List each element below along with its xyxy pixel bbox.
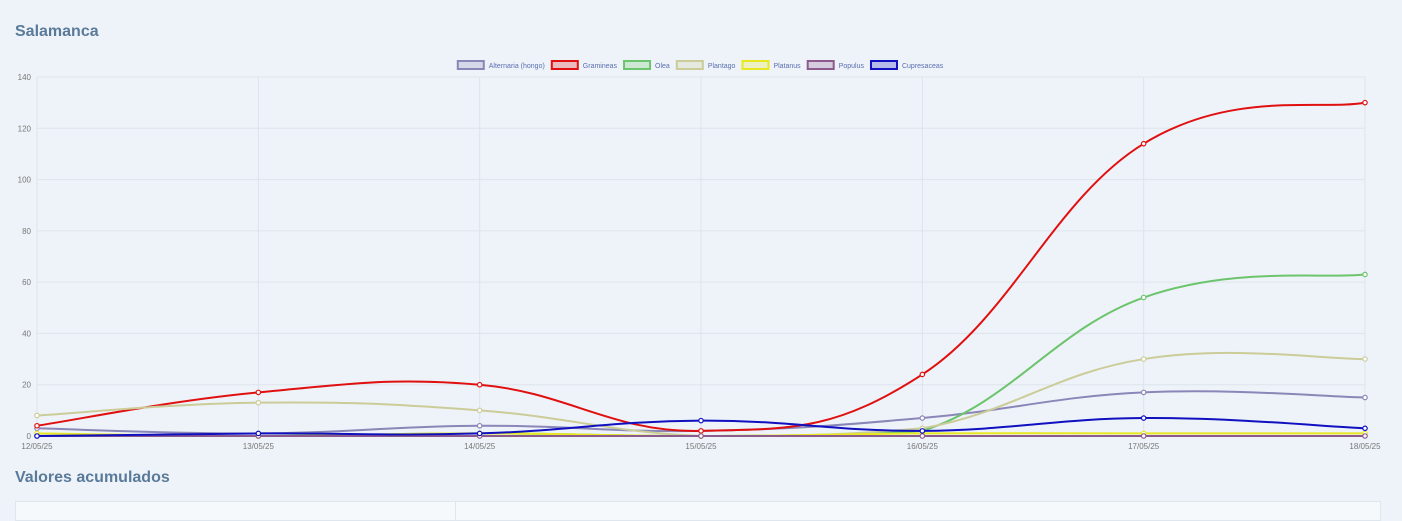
data-point-gramineas [476, 381, 483, 388]
legend-swatch-gramineas [550, 60, 579, 70]
data-point-gramineas [1140, 140, 1147, 147]
x-tick-label: 12/05/25 [21, 442, 53, 451]
legend-label-olea: Olea [655, 63, 670, 70]
data-point-populus [1362, 433, 1368, 439]
data-point-plantago [34, 412, 40, 419]
pollen-line-chart: Alternaria (hongo) Gramineas Olea Plantago P… [18, 60, 1381, 451]
table-divider [455, 502, 456, 520]
legend-swatch-plantago [675, 60, 704, 70]
data-point-cupresaceas [1140, 415, 1147, 421]
x-tick-label: 17/05/25 [1128, 442, 1160, 451]
data-point-alternaria-hongo [1140, 389, 1147, 396]
legend-label-cupresaceas: Cupresaceas [902, 63, 944, 70]
data-point-cupresaceas [34, 433, 40, 439]
chart-series [34, 99, 1368, 439]
data-point-olea [1140, 294, 1147, 301]
data-point-cupresaceas [1362, 425, 1368, 432]
legend-label-alternaria-hongo: Alternaria (hongo) [489, 63, 545, 70]
legend-swatch-alternaria-hongo [456, 60, 485, 70]
y-tick-label: 80 [22, 227, 31, 236]
y-tick-label: 120 [18, 124, 32, 133]
x-axis-ticks: 12/05/25 13/05/25 14/05/25 15/05/25 16/05/25… [21, 442, 1381, 451]
data-point-olea [1362, 271, 1368, 278]
data-point-populus [919, 433, 926, 439]
legend-label-plantago: Plantago [708, 63, 736, 70]
y-axis-ticks: 0 20 40 60 80 100 120 140 [18, 73, 32, 441]
data-point-alternaria-hongo [919, 415, 926, 421]
x-tick-label: 13/05/25 [243, 442, 275, 451]
data-point-populus [1140, 433, 1147, 439]
data-point-gramineas [698, 428, 704, 434]
y-tick-label: 60 [22, 278, 31, 287]
data-point-gramineas [255, 389, 262, 396]
page-title: Salamanca [15, 23, 99, 40]
y-tick-label: 140 [18, 73, 32, 82]
data-point-populus [698, 433, 704, 439]
data-point-gramineas [34, 422, 40, 429]
x-tick-label: 18/05/25 [1349, 442, 1381, 451]
legend-label-populus: Populus [839, 63, 865, 70]
legend-label-gramineas: Gramineas [583, 63, 618, 70]
legend-swatch-olea [623, 60, 652, 70]
x-tick-label: 15/05/25 [685, 442, 717, 451]
legend-swatch-cupresaceas [869, 60, 898, 70]
data-point-plantago [1362, 356, 1368, 362]
legend-swatch-platanus [741, 60, 770, 70]
section-title-accumulated: Valores acumulados [15, 469, 170, 486]
chart-legend: Alternaria (hongo) Gramineas Olea Plantago P… [456, 60, 944, 70]
y-tick-label: 20 [22, 381, 31, 390]
data-point-cupresaceas [698, 417, 704, 424]
data-point-gramineas [919, 371, 926, 378]
data-point-alternaria-hongo [1362, 394, 1368, 401]
y-tick-label: 40 [22, 329, 31, 338]
legend-swatch-populus [806, 60, 835, 70]
chart-grid [36, 76, 1366, 437]
x-tick-label: 16/05/25 [907, 442, 939, 451]
legend-label-platanus: Platanus [773, 63, 801, 70]
y-tick-label: 0 [27, 432, 32, 441]
data-point-cupresaceas [255, 430, 262, 437]
accumulated-values-table [15, 501, 1381, 521]
data-point-cupresaceas [919, 428, 926, 434]
x-tick-label: 14/05/25 [464, 442, 496, 451]
data-point-cupresaceas [476, 430, 483, 437]
data-point-plantago [1140, 356, 1147, 362]
data-point-plantago [476, 407, 483, 414]
data-point-plantago [255, 399, 262, 406]
data-point-gramineas [1362, 99, 1368, 106]
data-point-alternaria-hongo [476, 422, 483, 429]
y-tick-label: 100 [18, 176, 32, 185]
